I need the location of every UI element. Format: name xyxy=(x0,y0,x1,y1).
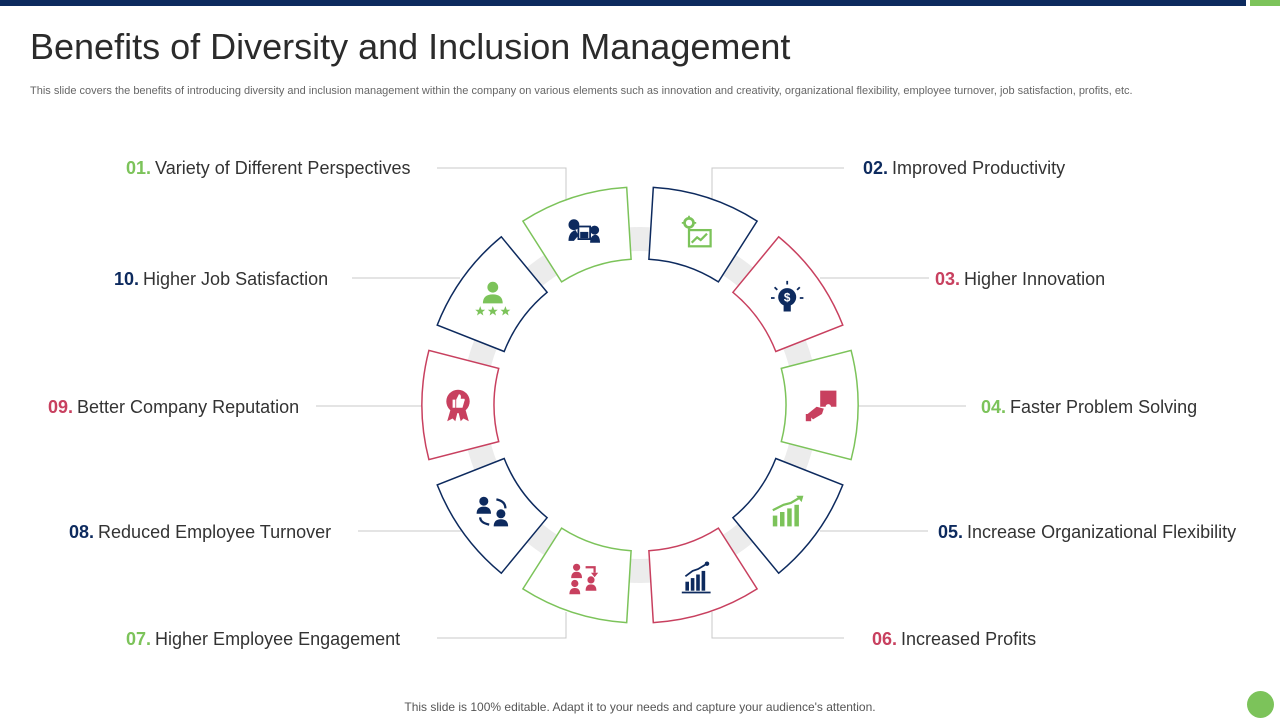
benefit-07-label: 07. Higher Employee Engagement xyxy=(126,629,401,649)
footer-note: This slide is 100% editable. Adapt it to… xyxy=(404,700,876,714)
benefit-05-label: 05. Increase Organizational Flexibility xyxy=(938,522,1237,542)
benefit-03-label: 03. Higher Innovation xyxy=(935,269,1106,289)
page-title: Benefits of Diversity and Inclusion Mana… xyxy=(30,26,791,67)
benefit-01-label: 01. Variety of Different Perspectives xyxy=(126,158,411,178)
top-accent-corner xyxy=(1250,0,1280,6)
benefit-04-label: 04. Faster Problem Solving xyxy=(981,397,1198,417)
leader-lines xyxy=(316,167,966,639)
benefit-02-label: 02. Improved Productivity xyxy=(863,158,1066,178)
benefit-segment-8 xyxy=(436,457,549,575)
benefit-segment-2 xyxy=(648,186,759,283)
benefit-09-label: 09. Better Company Reputation xyxy=(48,397,300,417)
benefit-10-label: 10. Higher Job Satisfaction xyxy=(114,269,329,289)
benefit-segment-10 xyxy=(436,235,549,353)
page-subtitle: This slide covers the benefits of introd… xyxy=(30,85,1133,97)
benefit-08-label: 08. Reduced Employee Turnover xyxy=(69,522,332,542)
benefit-06-label: 06. Increased Profits xyxy=(872,629,1037,649)
top-accent-bar xyxy=(0,0,1246,6)
benefit-segment-4 xyxy=(780,349,859,461)
corner-dot xyxy=(1247,691,1274,718)
